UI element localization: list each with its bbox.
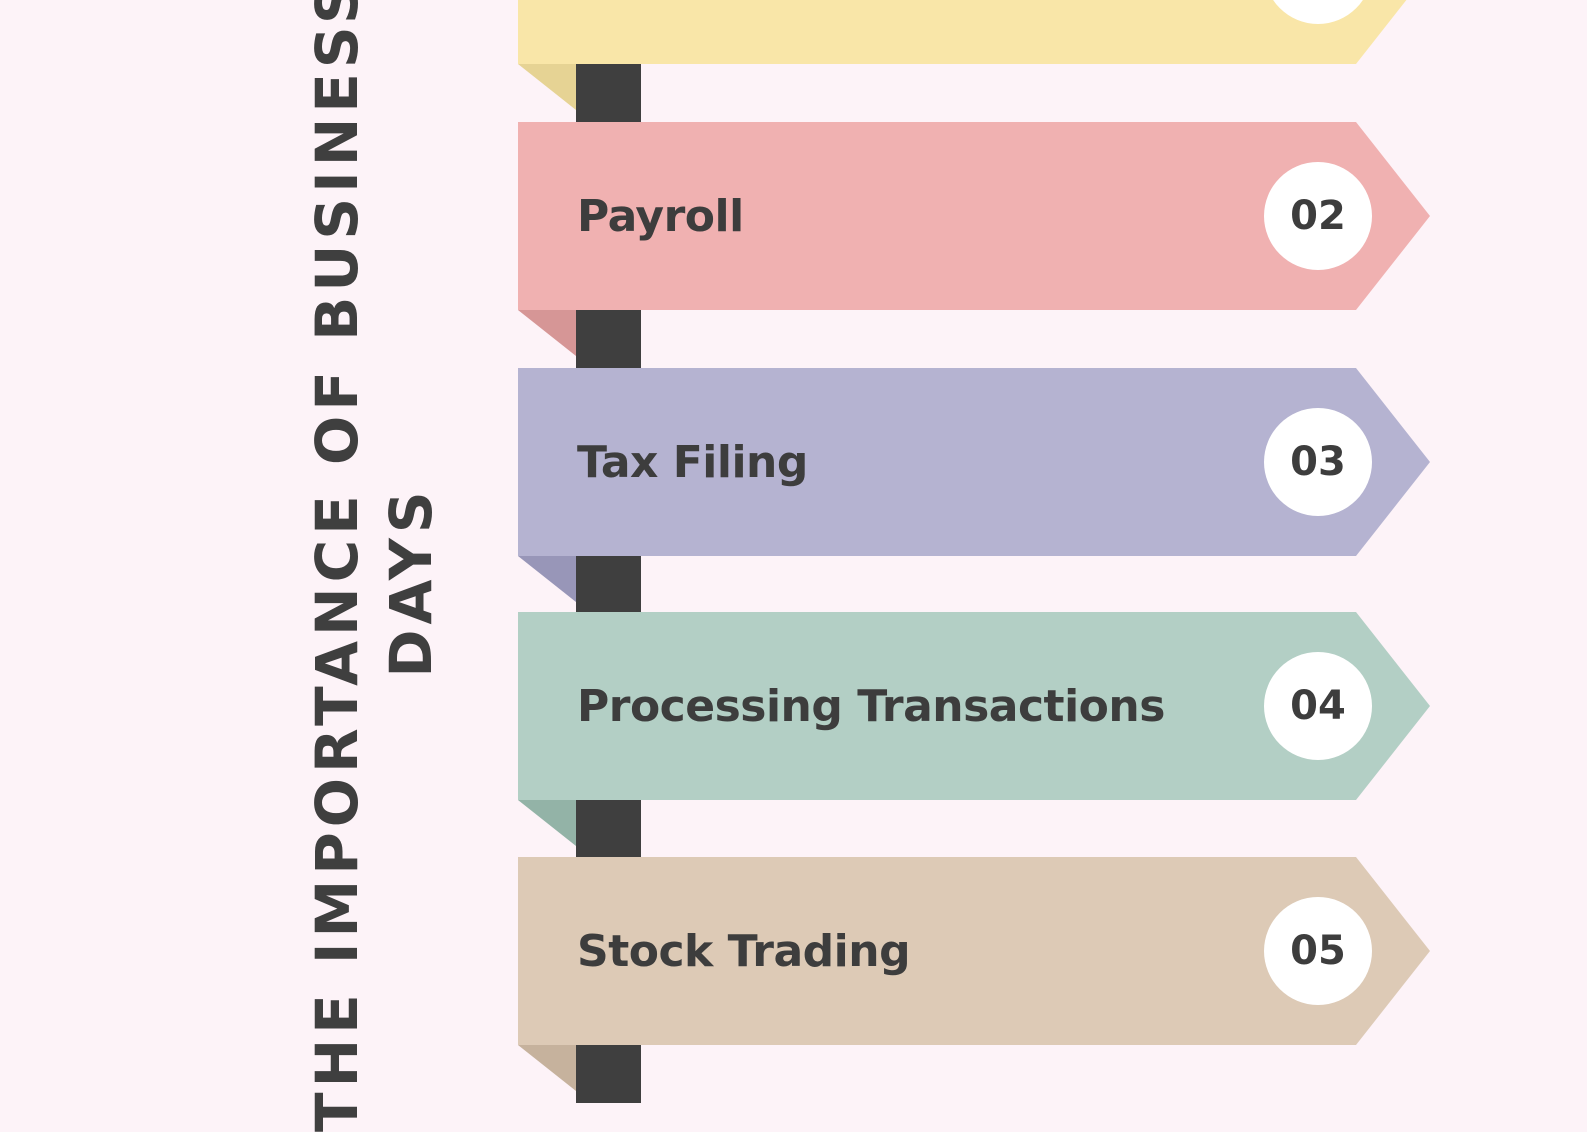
page-title-line-1: THE IMPORTANCE OF BUSINESS	[303, 0, 371, 1132]
connector-post	[576, 800, 641, 858]
page-title-line-2: DAYS	[377, 486, 445, 678]
connector-post	[576, 310, 641, 368]
step-number-badge: 02	[1264, 162, 1372, 270]
step-number-badge: 04	[1264, 652, 1372, 760]
connector-post	[576, 64, 641, 122]
banner-shape	[518, 122, 1430, 310]
connector-post	[576, 556, 641, 614]
step-number-badge: 05	[1264, 897, 1372, 1005]
step-number-badge: 03	[1264, 408, 1372, 516]
banner-fold	[518, 1045, 576, 1091]
step-label: Stock Trading	[577, 925, 911, 977]
step-label: Tax Filing	[577, 436, 808, 488]
step-label: Payroll	[577, 190, 744, 242]
banner-shape	[518, 612, 1430, 800]
step-label: Processing Transactions	[577, 680, 1165, 732]
banner-fold	[518, 310, 576, 356]
banner-fold	[518, 556, 576, 602]
step-banner: Payroll 02	[518, 122, 1430, 310]
step-banner: Customer Support01	[518, 0, 1430, 64]
step-label: Customer Support	[577, 0, 1022, 64]
page-title: THE IMPORTANCE OF BUSINESS DAYS	[300, 0, 448, 1132]
banner-shape	[518, 0, 1407, 64]
banner-fold	[518, 64, 576, 110]
step-banner: Processing Transactions 04	[518, 612, 1430, 800]
step-banner: Stock Trading 05	[518, 857, 1430, 1045]
banner-shape	[518, 857, 1430, 1045]
banner-shape	[518, 368, 1430, 556]
banner-fold	[518, 800, 576, 846]
connector-post	[576, 1045, 641, 1103]
step-banner: Tax Filing 03	[518, 368, 1430, 556]
